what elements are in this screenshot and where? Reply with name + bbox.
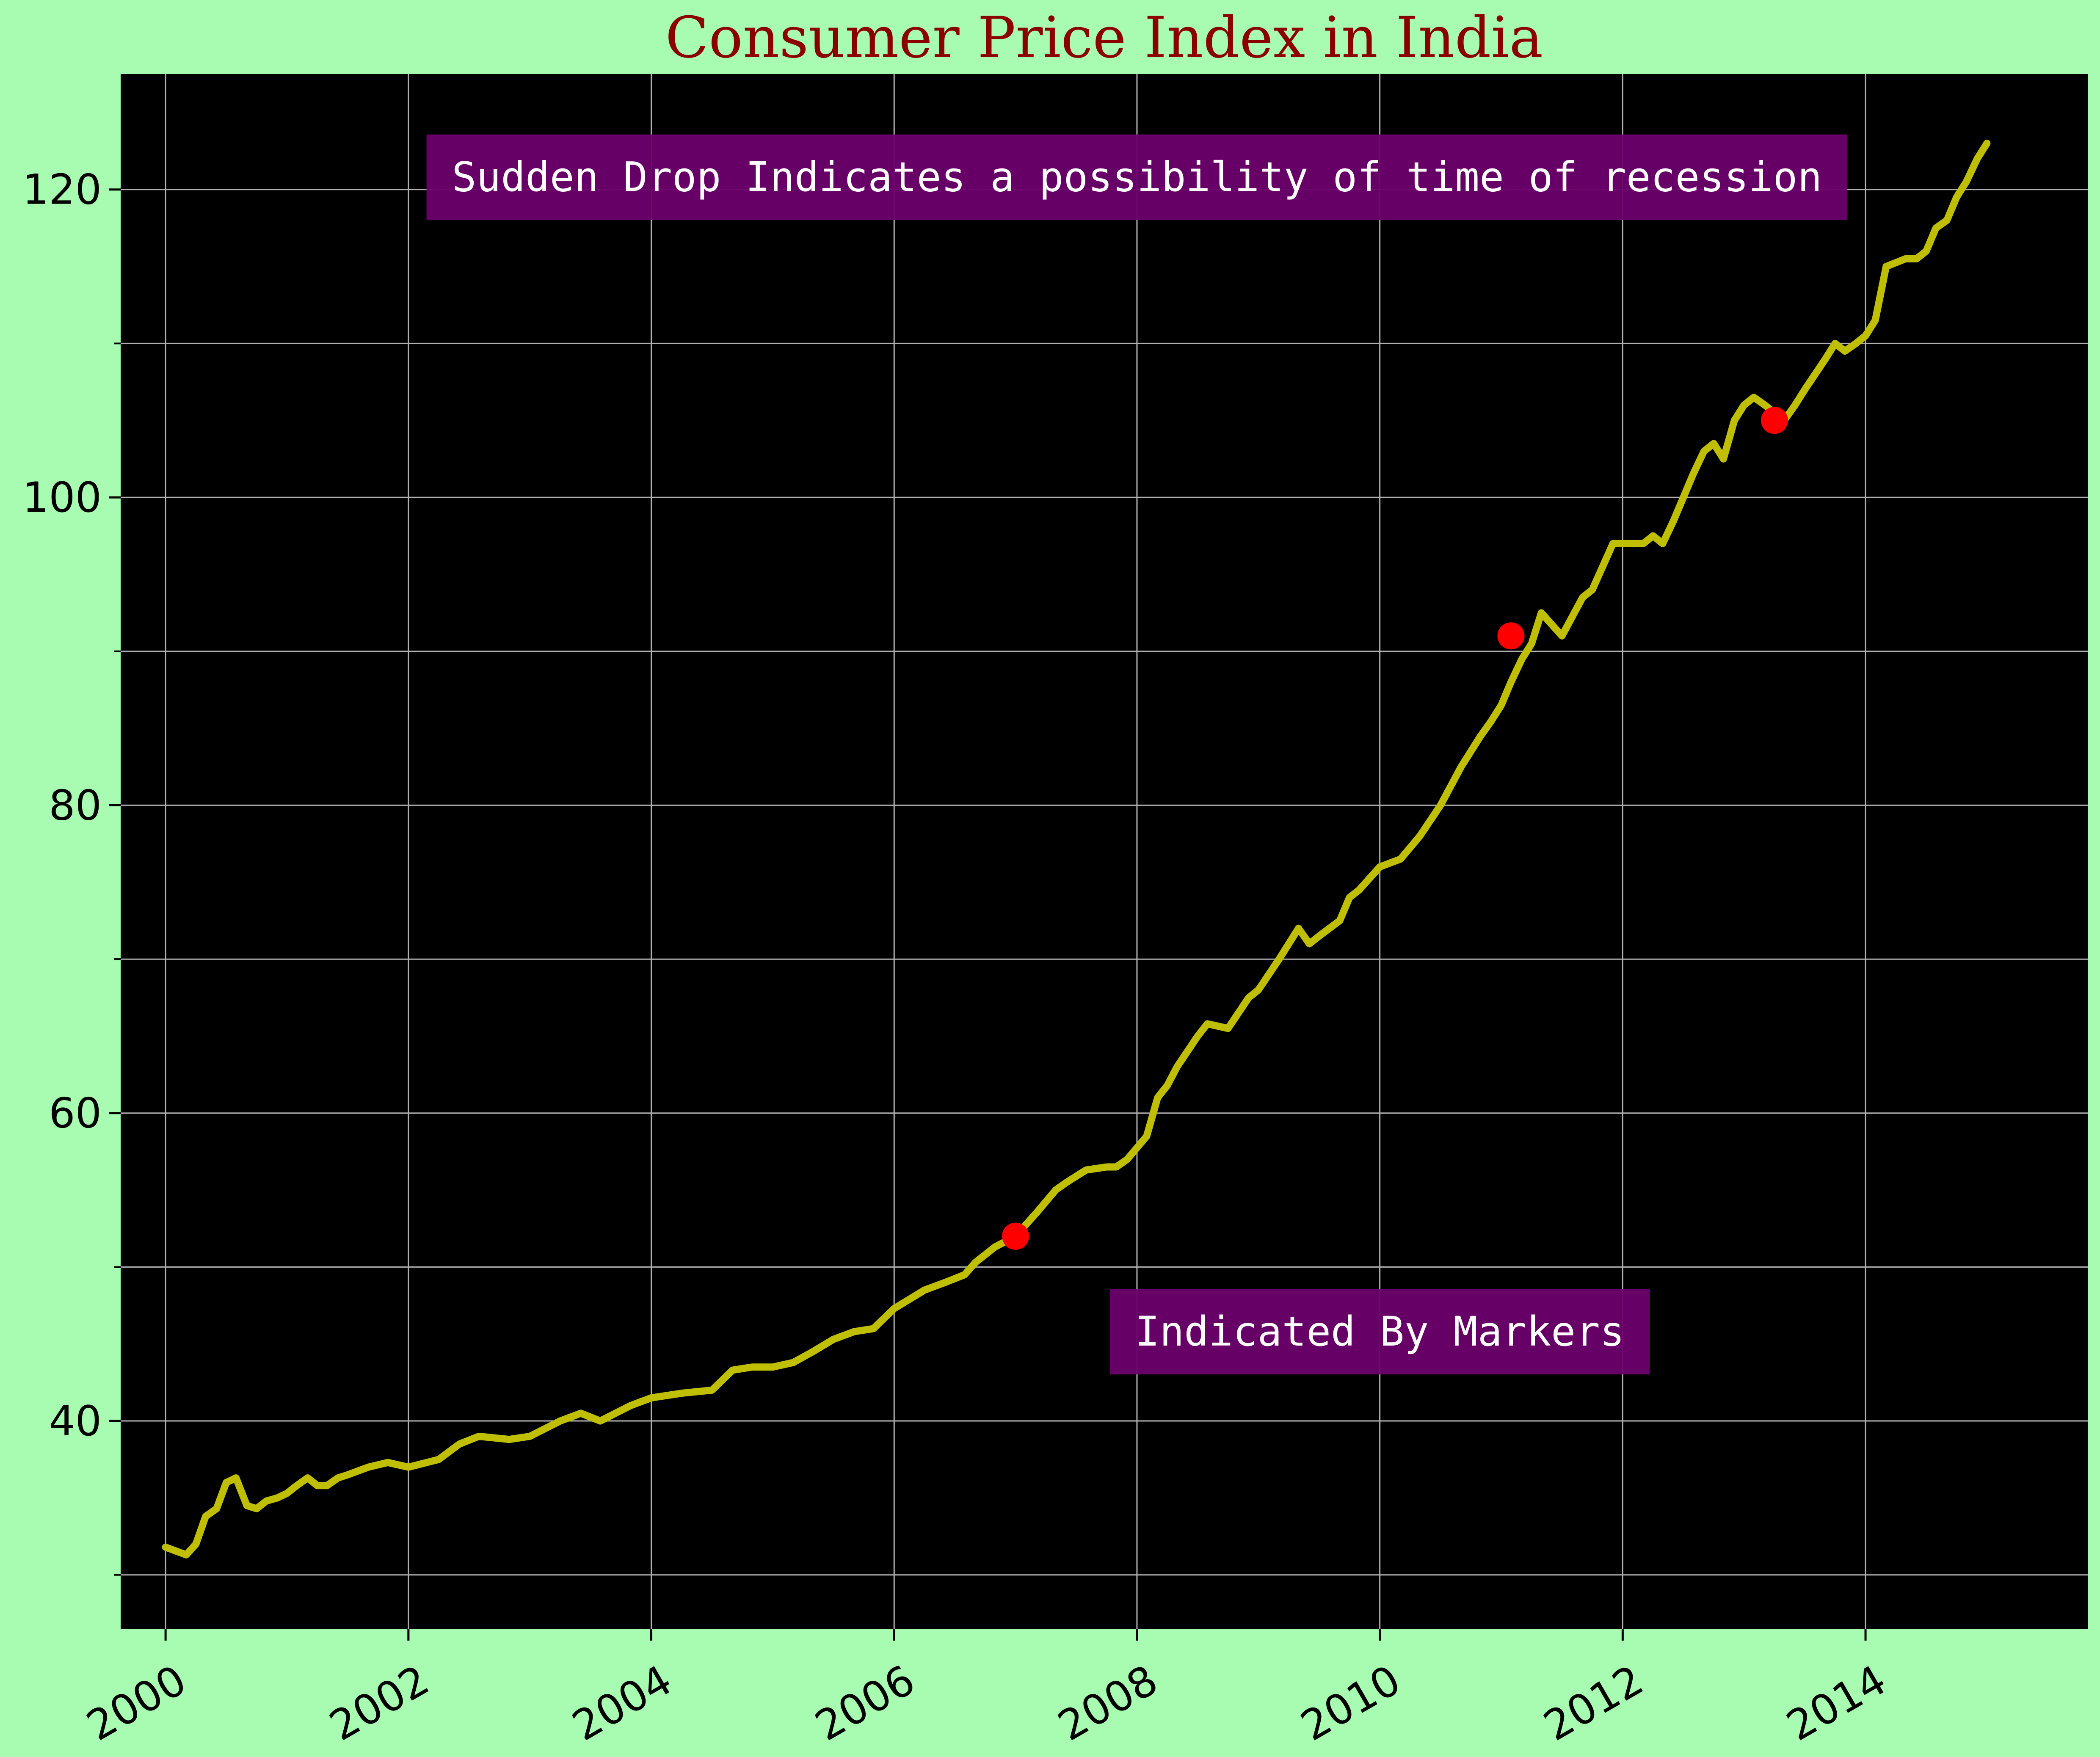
x-tick-label: 2006 (807, 1656, 923, 1750)
annotation-text: Sudden Drop Indicates a possibility of t… (452, 154, 1822, 201)
x-tick-label: 2014 (1779, 1656, 1894, 1750)
chart-title: Consumer Price Index in India (665, 5, 1543, 71)
annotation-box (1109, 1289, 1650, 1375)
annotations-layer: Sudden Drop Indicates a possibility of t… (426, 134, 1848, 1375)
x-tick-label: 2008 (1050, 1656, 1166, 1750)
x-tick-label: 2002 (322, 1656, 437, 1750)
y-tick-label: 120 (22, 166, 102, 214)
recession-marker (1761, 407, 1788, 434)
recession-marker (1002, 1222, 1029, 1250)
annotation-box (426, 134, 1848, 220)
y-tick-label: 60 (49, 1090, 102, 1138)
recession-marker (1497, 622, 1525, 650)
series-layer (162, 140, 1991, 1558)
markers-layer (1002, 407, 1788, 1250)
y-tick-label: 40 (49, 1397, 102, 1445)
annotation-text: Indicated By Markers (1135, 1308, 1625, 1355)
plot-area (121, 74, 2088, 1629)
y-tick-label: 100 (22, 474, 102, 522)
annotation-2: Indicated By Markers (1109, 1289, 1650, 1375)
cpi-line (162, 140, 1991, 1558)
x-tick-label: 2012 (1536, 1656, 1651, 1750)
x-tick-label: 2010 (1293, 1656, 1409, 1750)
annotation-1: Sudden Drop Indicates a possibility of t… (426, 134, 1848, 220)
y-tick-label: 80 (49, 781, 102, 830)
x-tick-label: 2004 (565, 1656, 680, 1750)
x-tick-label: 2000 (79, 1656, 194, 1750)
